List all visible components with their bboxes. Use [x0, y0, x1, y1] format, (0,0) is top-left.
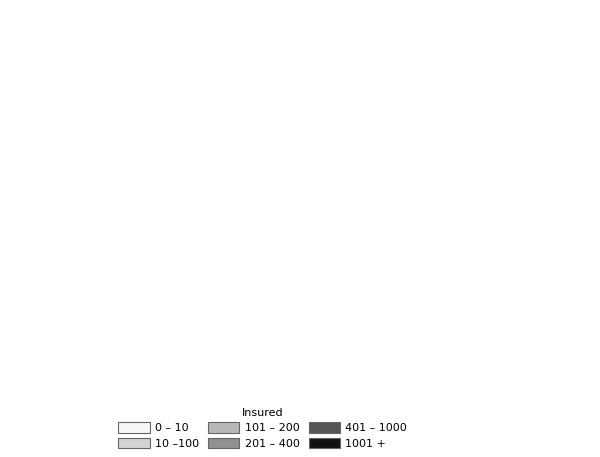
Legend: 0 – 10, 10 –100, 101 – 200, 201 – 400, 401 – 1000, 1001 +: 0 – 10, 10 –100, 101 – 200, 201 – 400, 4…	[116, 405, 409, 451]
